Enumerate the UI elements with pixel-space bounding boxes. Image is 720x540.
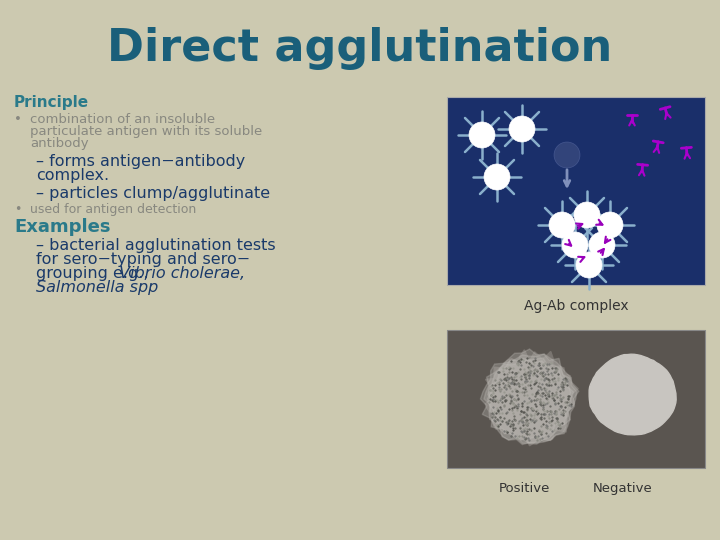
- Text: Ag-Ab complex: Ag-Ab complex: [523, 299, 629, 313]
- Text: Salmonella spp: Salmonella spp: [36, 280, 158, 295]
- Text: complex.: complex.: [36, 168, 109, 183]
- Circle shape: [469, 122, 495, 148]
- Text: Examples: Examples: [14, 218, 110, 236]
- Circle shape: [589, 232, 615, 258]
- Circle shape: [574, 202, 600, 228]
- Circle shape: [484, 164, 510, 190]
- Circle shape: [554, 142, 580, 168]
- Text: grouping e.g.,: grouping e.g.,: [36, 266, 148, 281]
- Text: – forms antigen−antibody: – forms antigen−antibody: [36, 154, 246, 169]
- Circle shape: [549, 212, 575, 238]
- Text: for sero−typing and sero−: for sero−typing and sero−: [36, 252, 250, 267]
- Polygon shape: [484, 354, 577, 443]
- Circle shape: [597, 212, 623, 238]
- Text: – particles clump/agglutinate: – particles clump/agglutinate: [36, 186, 270, 201]
- Text: Principle: Principle: [14, 95, 89, 110]
- Text: Positive: Positive: [499, 482, 550, 495]
- Text: •: •: [14, 203, 22, 216]
- FancyBboxPatch shape: [447, 97, 705, 285]
- Text: •: •: [14, 113, 22, 126]
- Polygon shape: [485, 350, 578, 446]
- Text: particulate antigen with its soluble: particulate antigen with its soluble: [30, 125, 262, 138]
- Text: Negative: Negative: [593, 482, 652, 495]
- Polygon shape: [488, 360, 571, 438]
- Text: combination of an insoluble: combination of an insoluble: [30, 113, 215, 126]
- Polygon shape: [589, 354, 676, 435]
- Polygon shape: [487, 358, 574, 444]
- Circle shape: [576, 252, 602, 278]
- Polygon shape: [480, 349, 579, 444]
- FancyBboxPatch shape: [447, 330, 705, 468]
- Text: antibody: antibody: [30, 137, 89, 150]
- Circle shape: [562, 232, 588, 258]
- Text: Vibrio cholerae,: Vibrio cholerae,: [114, 266, 245, 281]
- Text: Direct agglutination: Direct agglutination: [107, 26, 613, 70]
- Text: used for antigen detection: used for antigen detection: [30, 203, 197, 216]
- Circle shape: [509, 116, 535, 142]
- Text: – bacterial agglutination tests: – bacterial agglutination tests: [36, 238, 276, 253]
